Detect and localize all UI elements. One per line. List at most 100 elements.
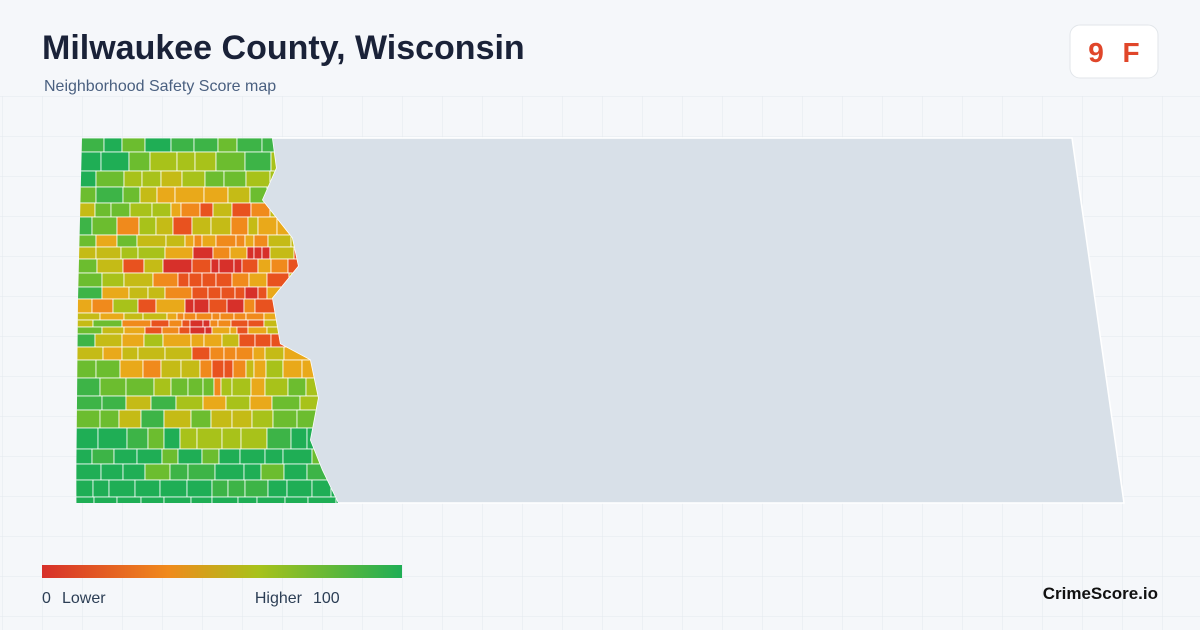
map-cell bbox=[237, 496, 258, 503]
map-cell bbox=[76, 326, 103, 335]
map-cell bbox=[190, 409, 212, 429]
map-cell bbox=[76, 479, 94, 498]
map-cell bbox=[150, 319, 170, 328]
map-cell bbox=[123, 326, 146, 335]
map-cell bbox=[141, 170, 162, 188]
map-cell bbox=[155, 216, 174, 236]
map-cell bbox=[247, 216, 259, 236]
map-cell bbox=[160, 359, 182, 379]
map-cell bbox=[269, 246, 295, 260]
map-cell bbox=[125, 395, 152, 411]
map-cell bbox=[248, 272, 268, 288]
map-cell bbox=[257, 216, 278, 236]
map-cell bbox=[128, 151, 151, 172]
map-cell bbox=[162, 258, 193, 274]
map-cell bbox=[163, 409, 192, 429]
map-cell bbox=[170, 202, 182, 218]
map-cell bbox=[128, 286, 149, 300]
map-cell bbox=[100, 151, 130, 172]
map-cell bbox=[121, 319, 152, 328]
map-cell bbox=[223, 359, 234, 379]
map-cell bbox=[253, 246, 263, 260]
map-cell bbox=[176, 151, 196, 172]
map-cell bbox=[236, 138, 263, 153]
map-cell bbox=[229, 246, 248, 260]
map-cell bbox=[239, 448, 266, 465]
map-cell bbox=[138, 216, 157, 236]
map-cell bbox=[181, 319, 191, 328]
map-cell bbox=[215, 151, 246, 172]
legend-max: 100 bbox=[313, 590, 340, 607]
map-cell bbox=[92, 479, 110, 498]
map-cell bbox=[218, 258, 235, 274]
lake bbox=[261, 137, 1125, 504]
map-cell bbox=[186, 479, 213, 498]
map-cell bbox=[245, 312, 265, 321]
map-cell bbox=[172, 216, 193, 236]
map-cell bbox=[101, 272, 125, 288]
map-cell bbox=[230, 319, 249, 328]
map-cell bbox=[287, 377, 307, 397]
map-cell bbox=[76, 427, 99, 450]
map-cell bbox=[177, 448, 203, 465]
map-cell bbox=[215, 272, 233, 288]
map-cell bbox=[101, 395, 127, 411]
map-cell bbox=[137, 246, 166, 260]
map-cell bbox=[93, 496, 118, 503]
map-cell bbox=[253, 234, 269, 248]
map-cell bbox=[184, 234, 195, 248]
legend-max-label: Higher bbox=[255, 590, 303, 607]
map-cell bbox=[247, 319, 265, 328]
map-cell bbox=[99, 377, 127, 397]
map-cell bbox=[95, 246, 122, 260]
map-cell bbox=[266, 427, 292, 450]
map-cell bbox=[192, 246, 214, 260]
map-cell bbox=[307, 496, 337, 503]
map-cell bbox=[223, 170, 247, 188]
map-cell bbox=[209, 346, 225, 361]
map-cell bbox=[123, 312, 144, 321]
map-cell bbox=[95, 359, 121, 379]
map-cell bbox=[208, 298, 228, 314]
map-cell bbox=[110, 202, 131, 218]
map-cell bbox=[153, 377, 172, 397]
map-cell bbox=[139, 186, 158, 204]
map-cell bbox=[271, 395, 301, 411]
map-cell bbox=[201, 272, 217, 288]
map-cell bbox=[108, 479, 136, 498]
map-cell bbox=[149, 151, 178, 172]
map-cell bbox=[122, 186, 141, 204]
map-cell bbox=[210, 409, 233, 429]
map-cell bbox=[136, 234, 167, 248]
map-cell bbox=[193, 234, 203, 248]
map-cell bbox=[195, 312, 213, 321]
map-cell bbox=[211, 359, 225, 379]
map-cell bbox=[217, 138, 238, 153]
map-cell bbox=[122, 463, 146, 481]
map-cell bbox=[142, 312, 168, 321]
map-cell bbox=[235, 346, 254, 361]
map-cell bbox=[190, 496, 213, 503]
map-cell bbox=[180, 359, 201, 379]
map-cell bbox=[161, 326, 180, 335]
map-cell bbox=[213, 377, 222, 397]
map-cell bbox=[245, 170, 271, 188]
map-cell bbox=[76, 312, 101, 321]
map-cell bbox=[121, 138, 146, 153]
map-cell bbox=[129, 202, 153, 218]
map-cell bbox=[233, 258, 243, 274]
map-cell bbox=[170, 377, 189, 397]
map-cell bbox=[254, 298, 276, 314]
map-cell bbox=[99, 409, 120, 429]
map-cell bbox=[214, 463, 245, 481]
map-cell bbox=[164, 346, 193, 361]
map-cell bbox=[241, 258, 259, 274]
map-cell bbox=[91, 448, 115, 465]
map-cell bbox=[209, 319, 219, 328]
map-cell bbox=[151, 202, 172, 218]
map-cell bbox=[193, 298, 210, 314]
map-cell bbox=[210, 258, 220, 274]
map-cell bbox=[193, 138, 219, 153]
map-cell bbox=[218, 448, 241, 465]
map-cell bbox=[283, 463, 308, 481]
